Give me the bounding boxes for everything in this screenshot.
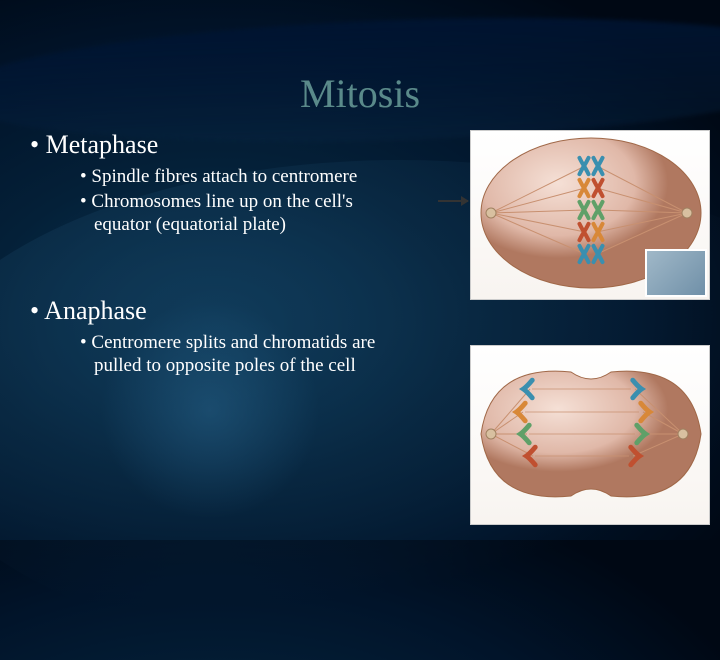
bullet-item: Centromere splits and chromatids are pul… xyxy=(80,332,410,378)
phase-heading: Anaphase xyxy=(30,296,450,326)
anaphase-diagram xyxy=(470,345,710,525)
arrow-icon xyxy=(438,200,468,202)
metaphase-diagram xyxy=(470,130,710,300)
phase-block-metaphase: Metaphase Spindle fibres attach to centr… xyxy=(20,130,450,236)
bullet-item: Chromosomes line up on the cell's equato… xyxy=(80,191,410,237)
phase-block-anaphase: Anaphase Centromere splits and chromatid… xyxy=(20,296,450,378)
slide-title: Mitosis xyxy=(0,70,720,117)
phase-bullets: Centromere splits and chromatids are pul… xyxy=(80,332,450,378)
micrograph-inset xyxy=(645,249,707,297)
phase-heading: Metaphase xyxy=(30,130,450,160)
slide-content: Metaphase Spindle fibres attach to centr… xyxy=(20,130,450,380)
phase-bullets: Spindle fibres attach to centromere Chro… xyxy=(80,166,450,236)
bullet-item: Spindle fibres attach to centromere xyxy=(80,166,410,189)
anaphase-svg xyxy=(471,346,711,526)
